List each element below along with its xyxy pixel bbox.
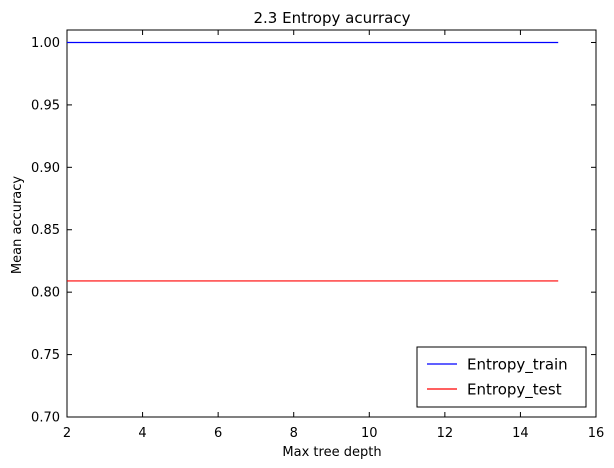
x-tick-label: 2	[63, 426, 71, 441]
x-tick-label: 16	[588, 426, 605, 441]
y-axis-label: Mean accuracy	[10, 176, 25, 275]
y-tick-label: 0.70	[31, 411, 60, 426]
x-tick-label: 14	[512, 426, 529, 441]
y-tick-label: 0.80	[31, 286, 60, 301]
plot-frame	[66, 29, 597, 418]
x-tick-label: 4	[138, 426, 146, 441]
x-tick-label: 8	[290, 426, 298, 441]
legend-label: Entropy_test	[467, 381, 562, 400]
legend: Entropy_train Entropy_test	[416, 346, 587, 408]
y-tick-label: 1.00	[31, 36, 60, 51]
y-tick-label: 0.85	[31, 223, 60, 238]
y-tick-label: 0.90	[31, 161, 60, 176]
legend-box	[416, 346, 587, 408]
x-tick-label: 6	[214, 426, 222, 441]
legend-label: Entropy_train	[467, 356, 568, 375]
plot-area: 2 4 6 8 10 12 14 16 0.70 0.75 0.80 0.85 0.90 0.95 1.00…	[31, 29, 605, 441]
y-tick-label: 0.75	[31, 348, 60, 363]
x-tick-label: 12	[437, 426, 454, 441]
x-tick-label: 10	[361, 426, 378, 441]
chart-title: 2.3 Entropy acurracy	[253, 9, 410, 27]
x-axis-label: Max tree depth	[282, 445, 381, 460]
y-tick-label: 0.95	[31, 98, 60, 113]
